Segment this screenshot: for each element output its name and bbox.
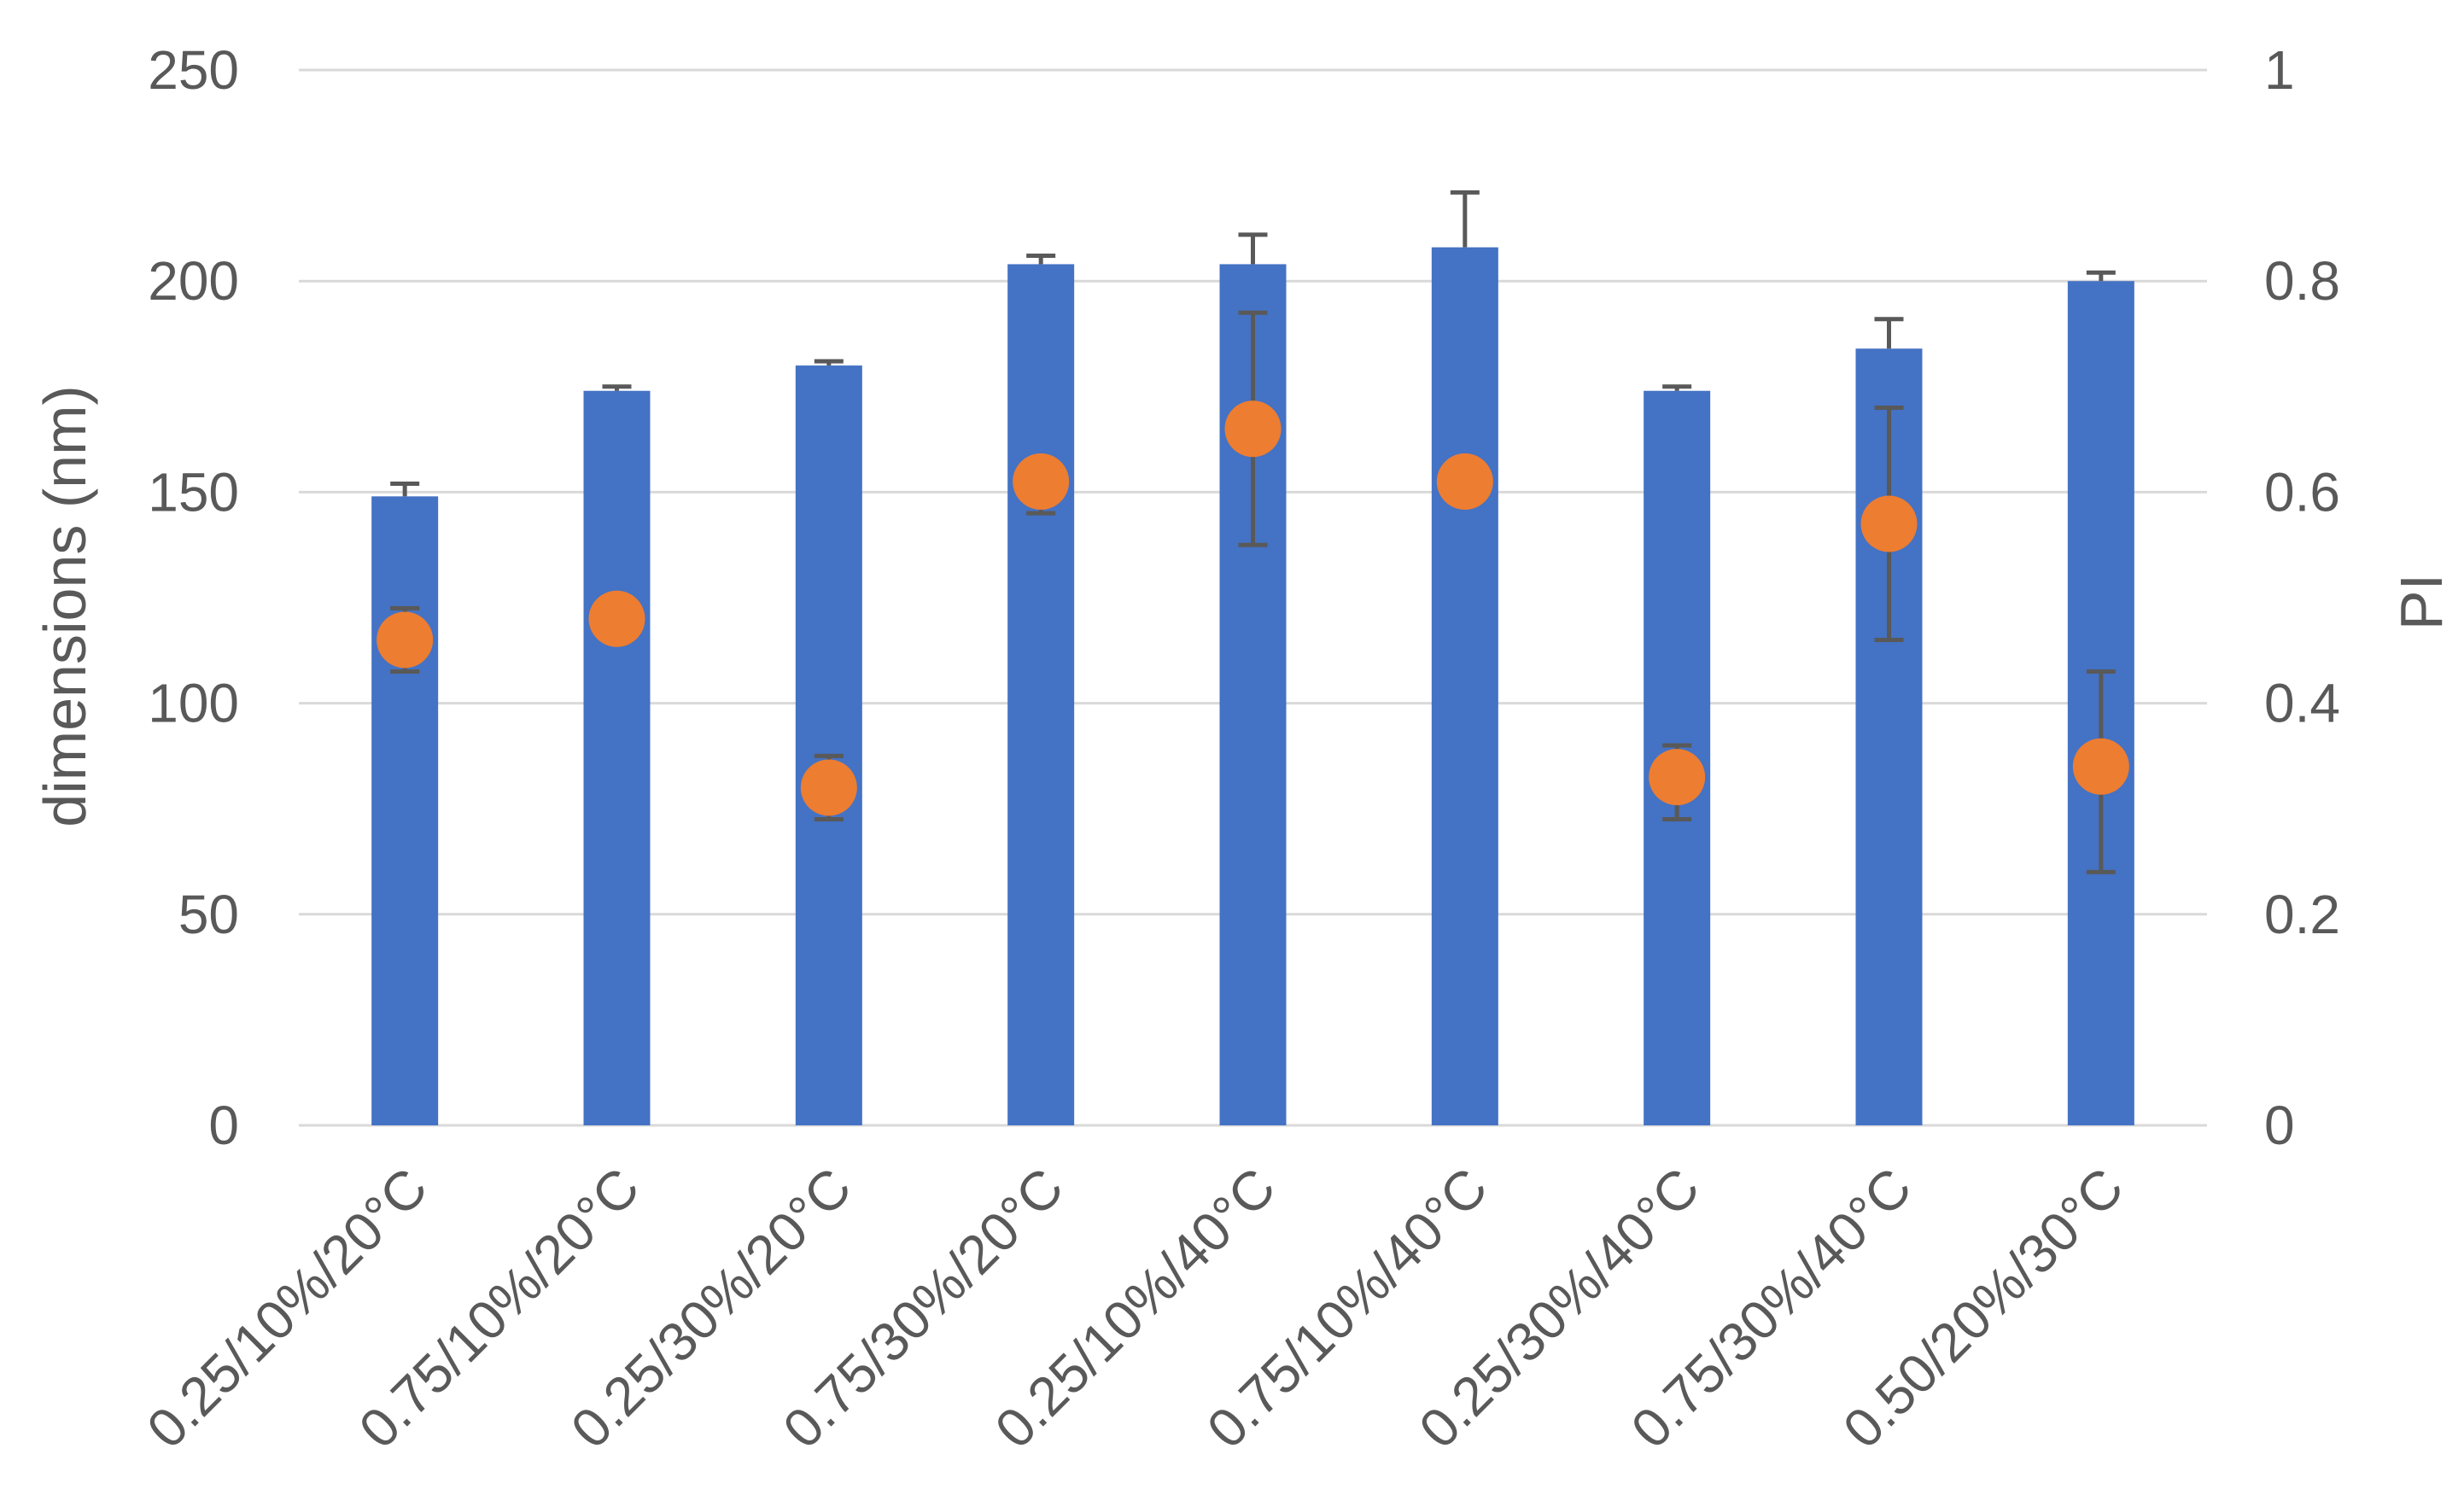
y-tick-label: 50 — [178, 884, 239, 945]
y2-tick-label: 0.6 — [2264, 461, 2340, 523]
error-bar — [602, 384, 632, 391]
pi-point — [1013, 453, 1070, 511]
y2-tick-label: 0.4 — [2264, 673, 2340, 734]
y2-tick-label: 1 — [2264, 39, 2295, 101]
bar — [1007, 264, 1075, 1125]
bar — [583, 390, 651, 1125]
error-bar — [1874, 317, 1904, 349]
y2-tick-label: 0.8 — [2264, 250, 2340, 312]
pi-point — [1649, 749, 1706, 806]
y2-tick-label: 0 — [2264, 1095, 2295, 1156]
y-tick-label: 200 — [148, 250, 239, 312]
left-axis-ticks: 0 50 100 150 200 250 — [148, 39, 239, 1156]
bar — [371, 496, 439, 1125]
error-bar — [390, 482, 420, 497]
pi-point — [800, 759, 857, 816]
bar-series — [371, 247, 2134, 1126]
pi-point — [2072, 738, 2129, 795]
y-tick-label: 250 — [148, 39, 239, 101]
bar — [795, 365, 862, 1126]
pi-point — [1860, 495, 1918, 552]
error-bar — [814, 359, 844, 366]
pi-point — [377, 611, 434, 669]
bar-error-bars — [390, 190, 2116, 497]
pi-series — [377, 400, 2129, 816]
error-bar — [1238, 232, 1268, 265]
y-tick-label: 0 — [208, 1095, 239, 1156]
y-tick-label: 150 — [148, 461, 239, 523]
error-bar — [1026, 254, 1056, 265]
pi-point — [1436, 453, 1493, 511]
error-bar — [1450, 190, 1480, 248]
bar — [1431, 247, 1498, 1126]
y-axis-title: dimensions (nm) — [32, 385, 98, 827]
error-bar — [2086, 270, 2116, 282]
error-bar — [1662, 384, 1692, 391]
y2-axis-title: PI — [2388, 574, 2455, 630]
right-axis-ticks: 0 0.2 0.4 0.6 0.8 1 — [2264, 39, 2340, 1156]
y2-tick-label: 0.2 — [2264, 884, 2340, 945]
pi-point — [588, 590, 645, 647]
pi-point — [1224, 400, 1282, 458]
x-axis-labels: 0.25/10%/20°C0.75/10%/20°C0.25/30%/20°C0… — [135, 1156, 2134, 1460]
y-tick-label: 100 — [148, 673, 239, 734]
